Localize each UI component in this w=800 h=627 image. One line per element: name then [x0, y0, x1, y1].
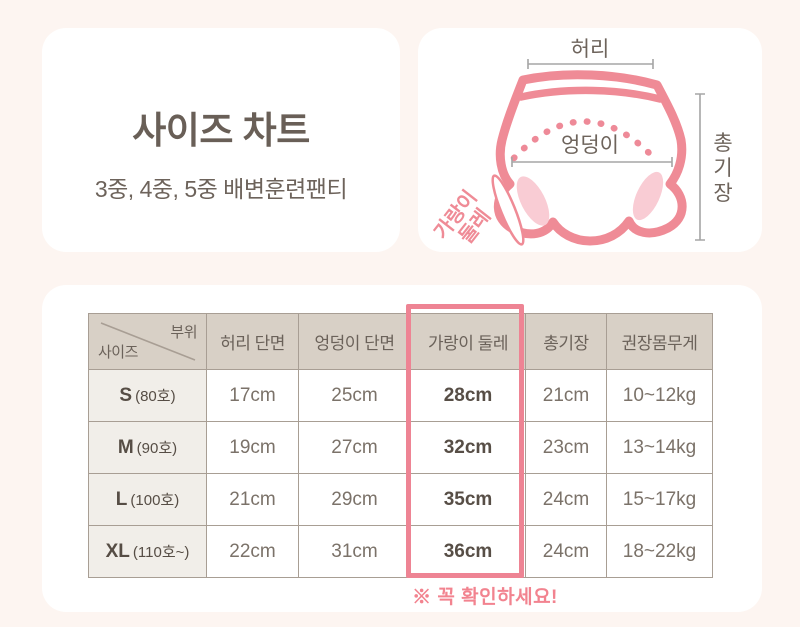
cell-crotch: 32cm — [410, 421, 526, 474]
cell-weight: 18~22kg — [606, 525, 713, 578]
cell-waist: 21cm — [206, 473, 299, 526]
length-measure-line — [695, 93, 705, 241]
cell-weight: 15~17kg — [606, 473, 713, 526]
cell-length: 21cm — [525, 369, 607, 422]
pants-diagram: 허리 엉덩이 가랑이 둘레 총 기 — [430, 38, 733, 252]
size-cell: XL (110호~) — [88, 525, 207, 578]
right-leg-opening — [632, 171, 664, 221]
size-letter: XL — [105, 540, 130, 562]
size-letter: S — [119, 384, 133, 406]
cell-crotch: 28cm — [410, 369, 526, 422]
column-header-hip: 엉덩이 단면 — [298, 313, 411, 370]
left-leg-opening — [516, 176, 550, 226]
waist-measure-line — [527, 59, 654, 69]
corner-header-cell: 부위 사이즈 — [88, 313, 207, 370]
cell-waist: 22cm — [206, 525, 299, 578]
column-header-crotch: 가랑이 둘레 — [410, 313, 526, 370]
hip-measure-line — [511, 157, 673, 167]
table-row-xl: XL (110호~) 22cm 31cm 36cm 24cm 18~22kg — [88, 525, 713, 578]
diagram-card: 허리 엉덩이 가랑이 둘레 총 기 — [418, 28, 762, 252]
table-row-s: S (80호) 17cm 25cm 28cm 21cm 10~12kg — [88, 369, 713, 422]
table-row-l: L (100호) 21cm 29cm 35cm 24cm 15~17kg — [88, 473, 713, 526]
cell-waist: 17cm — [206, 369, 299, 422]
column-header-weight: 권장몸무게 — [606, 313, 713, 370]
page-subtitle: 3중, 4중, 5중 배변훈련팬티 — [94, 176, 348, 202]
size-letter: M — [117, 436, 134, 458]
length-label-char-2: 기 — [713, 157, 732, 180]
size-note: (100호) — [130, 491, 180, 509]
corner-label-size: 사이즈 — [98, 344, 138, 361]
cell-hip: 31cm — [298, 525, 411, 578]
corner-diagonal-line — [100, 322, 196, 361]
cell-hip: 25cm — [298, 369, 411, 422]
size-chart-table: 부위 사이즈 허리 단면 엉덩이 단면 가랑이 둘레 총기장 권장몸무게 S (8… — [88, 313, 713, 578]
size-note: (110호~) — [132, 543, 190, 561]
column-header-waist: 허리 단면 — [206, 313, 299, 370]
cell-weight: 13~14kg — [606, 421, 713, 474]
corner-label-part: 부위 — [170, 324, 197, 341]
cell-crotch: 35cm — [410, 473, 526, 526]
table-card: 부위 사이즈 허리 단면 엉덩이 단면 가랑이 둘레 총기장 권장몸무게 S (8… — [42, 285, 762, 612]
cell-hip: 27cm — [298, 421, 411, 474]
table-row-m: M (90호) 19cm 27cm 32cm 23cm 13~14kg — [88, 421, 713, 474]
size-note: (80호) — [135, 387, 176, 405]
column-header-length: 총기장 — [525, 313, 607, 370]
hip-dotted-arc — [510, 118, 658, 162]
footer-note: ※ 꼭 확인하세요! — [412, 587, 558, 608]
size-letter: L — [115, 488, 128, 510]
length-label-char-3: 장 — [713, 182, 732, 205]
size-cell: M (90호) — [88, 421, 207, 474]
cell-length: 24cm — [525, 525, 607, 578]
cell-hip: 29cm — [298, 473, 411, 526]
cell-length: 23cm — [525, 421, 607, 474]
hip-label: 엉덩이 — [561, 134, 619, 157]
cell-weight: 10~12kg — [606, 369, 713, 422]
size-cell: S (80호) — [88, 369, 207, 422]
cell-waist: 19cm — [206, 421, 299, 474]
cell-length: 24cm — [525, 473, 607, 526]
page-title: 사이즈 차트 — [132, 110, 310, 151]
waist-label: 허리 — [571, 38, 610, 61]
header-row: 부위 사이즈 허리 단면 엉덩이 단면 가랑이 둘레 총기장 권장몸무게 — [88, 313, 713, 370]
crotch-label: 가랑이 둘레 — [430, 182, 503, 252]
title-card: 사이즈 차트 3중, 4중, 5중 배변훈련팬티 — [42, 28, 400, 252]
length-label-char-1: 총 — [713, 132, 732, 155]
crotch-ellipse-indicator — [491, 174, 525, 246]
size-cell: L (100호) — [88, 473, 207, 526]
waistband-seam — [517, 86, 664, 103]
cell-crotch: 36cm — [410, 525, 526, 578]
size-note: (90호) — [136, 439, 178, 457]
